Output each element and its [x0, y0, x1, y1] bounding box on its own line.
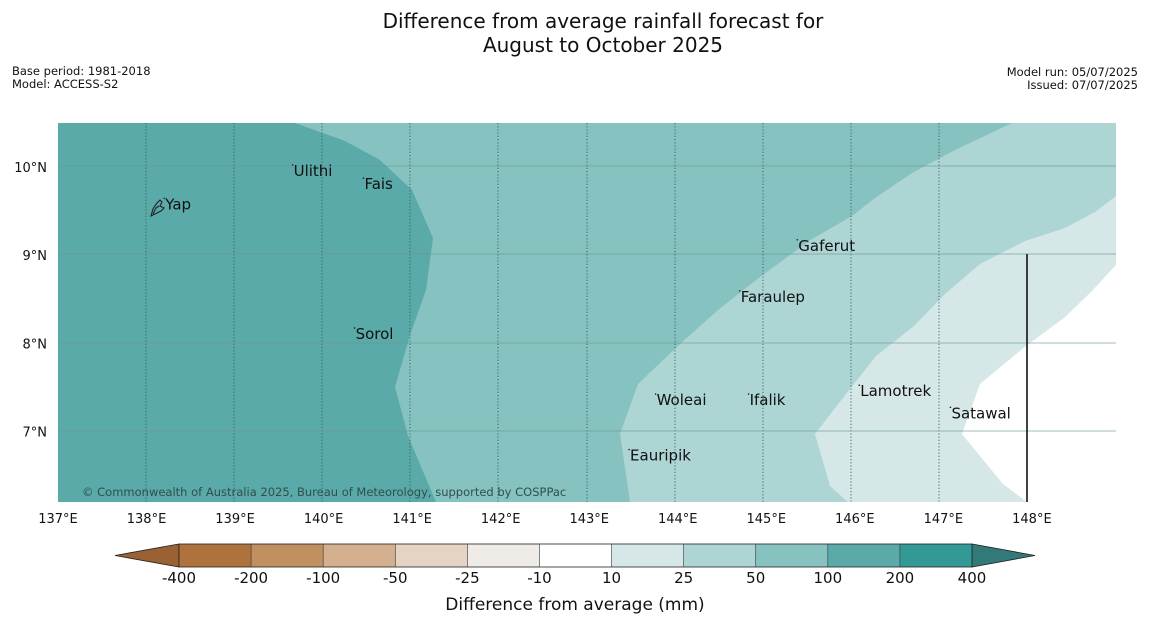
place-label-lamotrek: Lamotrek	[860, 382, 931, 400]
place-label-sorol: Sorol	[356, 325, 394, 343]
lon-tick-label: 143°E	[569, 512, 609, 527]
latitude-tick-labels: 10°N 9°N 8°N 7°N	[14, 161, 47, 440]
colorbar-swatch	[899, 544, 972, 567]
issued-text: Issued: 07/07/2025	[1027, 78, 1138, 92]
place-label-ulithi: Ulithi	[294, 162, 333, 180]
colorbar-tick-label: -25	[455, 569, 480, 587]
yap-island-outline	[150, 199, 165, 218]
chart-title: Difference from average rainfall forecas…	[0, 9, 1150, 57]
lat-tick-label: 10°N	[14, 161, 47, 176]
colorbar-swatch	[755, 544, 828, 567]
colorbar-tick-label: 50	[746, 569, 765, 587]
lon-tick-label: 140°E	[304, 512, 344, 527]
lon-tick-label: 138°E	[127, 512, 167, 527]
place-marker-lamotrek	[858, 384, 861, 387]
place-marker-faraulep	[738, 290, 741, 292]
colorbar-tick-label: 200	[886, 569, 915, 587]
latitude-grid	[58, 165, 1116, 432]
colorbar-tick-label: -200	[234, 569, 268, 587]
place-label-woleai: Woleai	[657, 391, 707, 409]
copyright-text: © Commonwealth of Australia 2025, Bureau…	[82, 485, 566, 499]
forecast-map: Yap Ulithi Fais Gaferut Faraulep Sorol Lamotre…	[58, 123, 1116, 502]
colorbar-swatch	[539, 544, 612, 567]
colorbar-high-extension	[971, 543, 1036, 568]
title-line-2: August to October 2025	[482, 33, 724, 57]
colorbar-swatch	[467, 544, 540, 567]
lat-tick-label: 7°N	[23, 425, 48, 440]
colorbar-swatch	[683, 544, 756, 567]
place-label-yap: Yap	[164, 195, 191, 213]
lon-tick-label: 146°E	[835, 512, 875, 527]
lon-tick-label: 147°E	[924, 512, 964, 527]
lon-tick-label: 148°E	[1012, 512, 1052, 527]
longitude-tick-labels: 137°E 138°E 139°E 140°E 141°E 142°E 143°E 144°E…	[38, 512, 1051, 527]
lat-tick-label: 9°N	[23, 249, 48, 264]
colorbar-swatch	[179, 544, 252, 567]
place-marker-eauripik	[628, 448, 630, 451]
lat-tick-label: 8°N	[23, 337, 48, 352]
place-marker-satawal	[949, 406, 952, 409]
lon-tick-label: 144°E	[658, 512, 698, 527]
colorbar: -400 -200 -100 -50 -25 -10 10 25 50 100 200 400	[114, 543, 1036, 587]
place-marker-ulithi	[291, 164, 294, 166]
place-label-eauripik: Eauripik	[630, 447, 691, 465]
place-label-satawal: Satawal	[951, 404, 1010, 422]
place-marker-fais	[362, 177, 365, 179]
colorbar-swatch	[611, 544, 684, 567]
place-marker-yap	[163, 197, 166, 200]
place-marker-gaferut	[796, 239, 799, 241]
place-marker-woleai	[654, 393, 657, 395]
place-label-gaferut: Gaferut	[798, 237, 855, 255]
colorbar-tick-label: 100	[813, 569, 842, 587]
contour-band-minus10-10	[962, 265, 1116, 502]
colorbar-tick-label: 400	[958, 569, 987, 587]
run-info: Model run: 05/07/2025 Issued: 07/07/2025	[1007, 66, 1138, 92]
lon-tick-label: 145°E	[747, 512, 787, 527]
colorbar-swatch	[827, 544, 900, 567]
model-text: Model: ACCESS-S2	[12, 77, 119, 91]
colorbar-tick-label: 10	[602, 569, 621, 587]
title-line-1: Difference from average rainfall forecas…	[382, 9, 824, 33]
place-label-faraulep: Faraulep	[741, 288, 805, 306]
lon-tick-label: 142°E	[481, 512, 521, 527]
colorbar-tick-label: -10	[527, 569, 552, 587]
lon-tick-label: 141°E	[392, 512, 432, 527]
place-label-fais: Fais	[364, 175, 393, 193]
colorbar-tick-label: -100	[306, 569, 340, 587]
colorbar-swatch	[251, 544, 324, 567]
place-label-ifalik: Ifalik	[750, 391, 786, 409]
colorbar-swatch	[323, 544, 396, 567]
place-marker-ifalik	[747, 393, 750, 395]
colorbar-tick-label: -50	[383, 569, 408, 587]
colorbar-low-extension	[114, 543, 180, 568]
colorbar-tick-label: 25	[674, 569, 693, 587]
base-period-text: Base period: 1981-2018	[12, 64, 151, 78]
colorbar-title: Difference from average (mm)	[445, 595, 704, 615]
colorbar-frame	[178, 543, 973, 568]
colorbar-swatch	[395, 544, 468, 567]
model-run-text: Model run: 05/07/2025	[1006, 65, 1138, 79]
colorbar-tick-label: -400	[162, 569, 196, 587]
lon-tick-label: 137°E	[38, 512, 78, 527]
base-info: Base period: 1981-2018 Model: ACCESS-S2	[12, 65, 151, 91]
longitude-grid	[145, 123, 940, 502]
lon-tick-label: 139°E	[215, 512, 255, 527]
place-labels: Yap Ulithi Fais Gaferut Faraulep Sorol Lamotre…	[163, 162, 1011, 465]
place-marker-sorol	[353, 327, 356, 329]
